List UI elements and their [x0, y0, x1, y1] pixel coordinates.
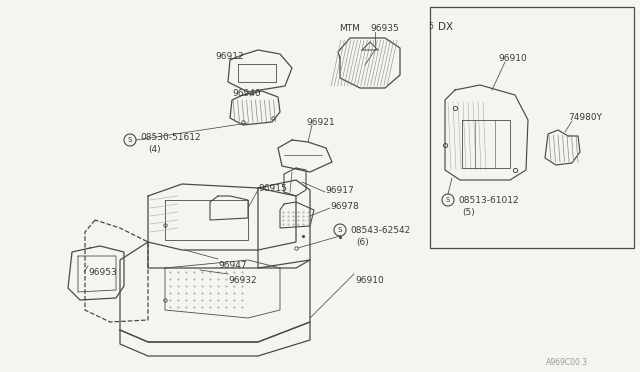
Text: (4): (4): [148, 145, 161, 154]
Text: 08530-51612: 08530-51612: [140, 133, 200, 142]
Text: S: S: [338, 227, 342, 233]
Text: 96915: 96915: [258, 184, 287, 193]
Text: 96947: 96947: [218, 261, 246, 270]
Text: S: S: [128, 137, 132, 143]
Text: MTM: MTM: [339, 24, 360, 33]
Bar: [430, 7, 634, 248]
Text: DX: DX: [438, 22, 453, 32]
Text: S: S: [446, 197, 450, 203]
Text: 96917: 96917: [325, 186, 354, 195]
Text: 96932: 96932: [228, 276, 257, 285]
Text: 96935: 96935: [370, 24, 399, 33]
Text: 96921: 96921: [306, 118, 335, 127]
Text: 96912: 96912: [215, 52, 244, 61]
Text: 08543-62542: 08543-62542: [350, 226, 410, 235]
Text: 96978: 96978: [330, 202, 359, 211]
Text: 08513-61012: 08513-61012: [458, 196, 518, 205]
Text: 96910: 96910: [355, 276, 384, 285]
Text: (6): (6): [356, 238, 369, 247]
Text: 96910: 96910: [498, 54, 527, 63]
Text: 96940: 96940: [232, 89, 260, 98]
Text: (5): (5): [462, 208, 475, 217]
Text: 74980Y: 74980Y: [568, 113, 602, 122]
Text: A969C00.3: A969C00.3: [546, 358, 588, 367]
Text: 96953: 96953: [88, 268, 116, 277]
Text: 5: 5: [428, 22, 433, 31]
